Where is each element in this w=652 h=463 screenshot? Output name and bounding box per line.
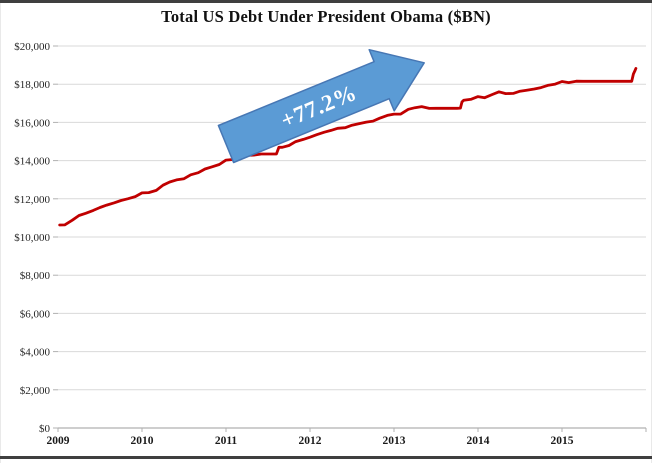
y-tick-label: $18,000 (14, 79, 50, 91)
x-tick-label: 2012 (299, 435, 322, 447)
left-edge-border (0, 0, 1, 463)
x-tick-label: 2009 (47, 435, 70, 447)
x-axis: 2009 2010 2011 2012 2013 2014 2015 (47, 427, 647, 447)
y-axis-labels: $0 $2,000 $4,000 $6,000 $8,000 $10,000 $12,000… (14, 41, 50, 435)
y-tick-label: $6,000 (20, 308, 51, 320)
y-tick-label: $14,000 (14, 156, 50, 168)
bottom-border (0, 456, 652, 459)
y-tick-label: $0 (39, 423, 51, 435)
y-tick-label: $2,000 (20, 385, 51, 397)
y-tick-label: $4,000 (20, 347, 51, 359)
x-tick-label: 2014 (467, 435, 490, 447)
y-tick-label: $8,000 (20, 270, 51, 282)
top-border (0, 0, 652, 3)
y-tick-label: $12,000 (14, 194, 50, 206)
growth-arrow (217, 48, 425, 164)
y-tick-label: $20,000 (14, 41, 50, 53)
x-tick-label: 2015 (551, 435, 574, 447)
y-tick-label: $10,000 (14, 232, 50, 244)
x-tick-label: 2011 (215, 435, 238, 447)
y-tick-label: $16,000 (14, 117, 50, 129)
x-tick-label: 2013 (383, 435, 406, 447)
chart-title: Total US Debt Under President Obama ($BN… (161, 7, 491, 26)
x-tick-label: 2010 (131, 435, 154, 447)
debt-line (58, 67, 638, 227)
